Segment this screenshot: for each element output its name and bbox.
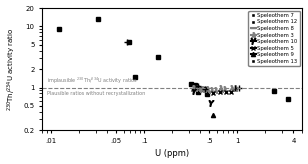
Speleothem 12: [201, 88, 204, 90]
Speleothem 10: [209, 102, 213, 104]
Speleothem 10: [192, 90, 196, 92]
Speleothem 12: [189, 83, 193, 85]
Speleothem 7: [96, 19, 100, 20]
Speleothem 12: [193, 84, 197, 86]
Speleothem 12: [205, 93, 209, 95]
Line: Speleothem 3: Speleothem 3: [190, 85, 238, 93]
Speleothem 8: [201, 89, 205, 91]
Text: Plausible ratios without recrystallization: Plausible ratios without recrystallizati…: [47, 91, 145, 96]
Speleothem 8: [198, 87, 202, 89]
Speleothem 12: [156, 56, 160, 58]
Line: Speleothem 8: Speleothem 8: [192, 83, 207, 94]
Speleothem 12: [203, 89, 207, 91]
Text: implausible $^{230}$Th/$^{234}$U activity ratios: implausible $^{230}$Th/$^{234}$U activit…: [47, 75, 138, 85]
Speleothem 3: [229, 87, 233, 89]
Speleothem 3: [222, 88, 226, 90]
Speleothem 5: [224, 91, 228, 93]
Speleothem 3: [213, 89, 217, 91]
Speleothem 5: [218, 92, 222, 93]
Speleothem 7: [57, 28, 60, 30]
Speleothem 5: [229, 92, 233, 93]
Y-axis label: $^{230}$Th/$^{234}$U activity ratio: $^{230}$Th/$^{234}$U activity ratio: [6, 27, 18, 111]
Line: Speleothem 12: Speleothem 12: [156, 55, 277, 96]
Speleothem 3: [191, 87, 194, 89]
Speleothem 3: [197, 87, 200, 89]
Line: Speleothem 7: Speleothem 7: [56, 17, 137, 79]
Speleothem 3: [201, 88, 204, 90]
Speleothem 3: [209, 89, 213, 91]
Speleothem 3: [205, 88, 209, 90]
Speleothem 12: [273, 90, 276, 92]
Speleothem 3: [233, 87, 237, 89]
Speleothem 8: [193, 85, 197, 87]
Speleothem 12: [197, 91, 200, 93]
Speleothem 8: [197, 87, 200, 89]
Line: Speleothem 5: Speleothem 5: [211, 90, 233, 95]
Speleothem 8: [201, 88, 204, 90]
Legend: Speleothem 7, Speleothem 12, Speleothem 8, Speleothem 3, Speleothem 10, Speleoth: Speleothem 7, Speleothem 12, Speleothem …: [249, 11, 300, 66]
Speleothem 7: [133, 76, 137, 78]
Speleothem 7: [127, 41, 131, 43]
Speleothem 5: [211, 92, 215, 94]
X-axis label: U (ppm): U (ppm): [155, 149, 189, 158]
Speleothem 3: [218, 87, 222, 89]
Line: Speleothem 10: Speleothem 10: [191, 88, 214, 106]
